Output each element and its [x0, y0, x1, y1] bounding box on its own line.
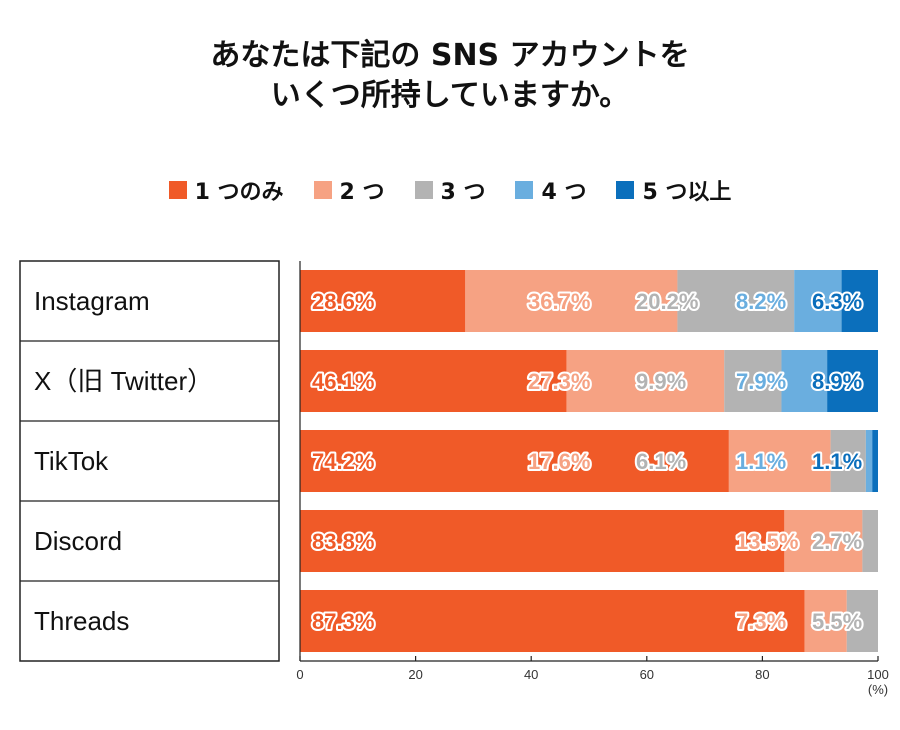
legend-label-5: 5 つ以上 — [642, 180, 732, 205]
bar-segment — [862, 510, 878, 572]
legend-item-3: 3 つ — [414, 174, 486, 206]
bar-segment — [865, 430, 873, 492]
x-tick-label: 80 — [755, 667, 769, 682]
bar-segment — [728, 430, 831, 492]
data-label: 83.8% — [312, 529, 374, 554]
bar-segment — [724, 350, 782, 412]
x-axis-unit: (%) — [868, 682, 888, 697]
bar-segment — [794, 270, 842, 332]
legend-label-1: 1 つのみ — [194, 180, 284, 205]
legend-item-5: 5 つ以上 — [616, 174, 731, 206]
data-label: 2.7% — [812, 529, 862, 554]
data-label: 46.1% — [312, 369, 374, 394]
bar-segment — [781, 350, 828, 412]
chart-title: あなたは下記の SNS アカウントを いくつ所持していますか。 — [0, 36, 900, 116]
bar-segment — [841, 270, 878, 332]
bar-group — [300, 270, 878, 652]
bar-segment — [784, 510, 863, 572]
data-label: 20.2% — [636, 289, 698, 314]
data-label: 36.7% — [528, 289, 590, 314]
x-tick-label: 100 — [867, 667, 889, 682]
bar-segment — [677, 270, 795, 332]
x-tick-label: 0 — [296, 667, 303, 682]
category-label: Instagram — [34, 286, 150, 316]
x-axis: 0 20 40 60 80 100(%) — [296, 261, 889, 697]
category-label: Discord — [34, 526, 122, 556]
bar-segment — [300, 590, 805, 652]
category-label: TikTok — [34, 446, 109, 476]
x-tick-label: 40 — [524, 667, 538, 682]
bar-segment — [300, 350, 567, 412]
bar-segment — [830, 430, 866, 492]
data-label: 1.1% — [812, 449, 862, 474]
data-label-group: 28.6% 36.7% 20.2% 8.2% 6.3% 46.1% 27.3% 9.9% 7.9… — [310, 287, 864, 636]
bar-segment — [465, 270, 678, 332]
bar-segment — [804, 590, 847, 652]
bar-segment — [300, 270, 466, 332]
chart-title-line-1: あなたは下記の SNS アカウントを — [210, 38, 690, 73]
x-tick-label: 20 — [408, 667, 422, 682]
data-label: 74.2% — [312, 449, 374, 474]
category-table-frame — [19, 260, 280, 662]
data-label: 13.5% — [736, 529, 798, 554]
data-label: 17.6% — [528, 449, 590, 474]
chart-title-line-2: いくつ所持していますか。 — [270, 78, 630, 113]
bar-segment — [846, 590, 878, 652]
legend-label-3: 3 つ — [440, 180, 486, 205]
data-label: 7.9% — [736, 369, 786, 394]
bar-segment — [300, 430, 729, 492]
data-label: 6.3% — [812, 289, 862, 314]
data-label: 9.9% — [636, 369, 686, 394]
legend-swatch-2 — [313, 181, 332, 199]
legend-swatch-5 — [616, 181, 635, 199]
legend-swatch-4 — [515, 181, 534, 199]
bar-segment — [566, 350, 725, 412]
data-label: 7.3% — [736, 609, 786, 634]
data-label: 87.3% — [312, 609, 374, 634]
x-tick-label: 60 — [640, 667, 654, 682]
category-label: X（旧 Twitter） — [34, 366, 213, 396]
bar-segment — [872, 430, 878, 492]
data-label: 27.3% — [528, 369, 590, 394]
legend-item-4: 4 つ — [515, 174, 586, 206]
legend-label-4: 4 つ — [541, 180, 587, 205]
data-label: 28.6% — [312, 289, 374, 314]
legend-label-2: 2 つ — [339, 180, 385, 205]
data-label: 8.2% — [736, 289, 786, 314]
legend-swatch-1 — [168, 181, 187, 199]
bar-segment — [300, 510, 785, 572]
data-label: 6.1% — [636, 449, 686, 474]
category-label: Threads — [34, 606, 129, 636]
legend-swatch-3 — [414, 181, 433, 199]
chart-legend: 1 つのみ 2 つ 3 つ 4 つ 5 つ以上 — [0, 175, 900, 205]
category-table: Instagram X（旧 Twitter） TikTok Discord Thread… — [19, 260, 280, 662]
data-label: 1.1% — [736, 449, 786, 474]
data-label: 5.5% — [812, 609, 862, 634]
legend-item-2: 2 つ — [313, 174, 385, 206]
bar-segment — [827, 350, 878, 412]
legend-item-1: 1 つのみ — [168, 174, 284, 206]
data-label: 8.9% — [812, 369, 862, 394]
